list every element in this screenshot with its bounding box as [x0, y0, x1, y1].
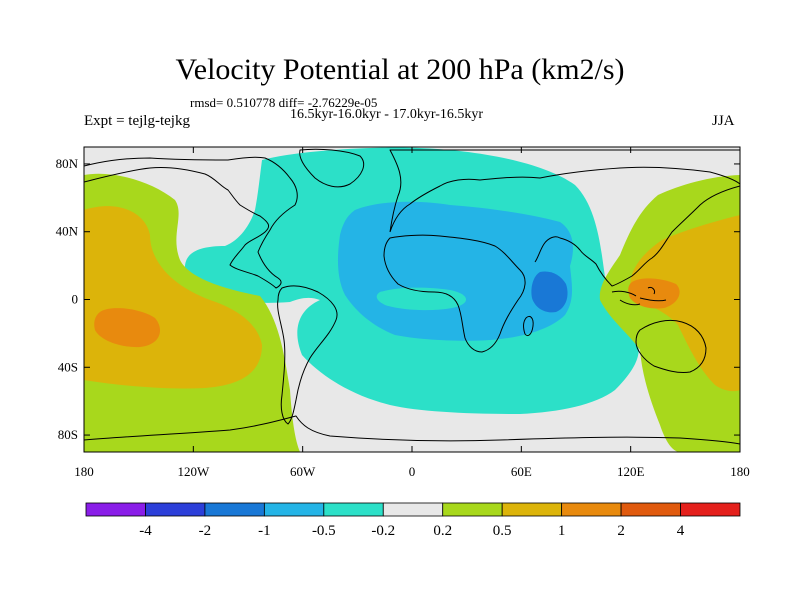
colorbar-swatch: [263, 502, 325, 517]
coast-greenland: [299, 148, 365, 188]
colorbar-swatch: [145, 502, 206, 517]
season-label: JJA: [712, 113, 735, 129]
colorbar-label: 2: [617, 523, 625, 539]
colorbar-label: 0.2: [433, 523, 452, 539]
stats-subtitle: rmsd= 0.510778 diff= -2.76229e-05: [190, 95, 378, 110]
colorbar-swatch: [204, 502, 265, 517]
colorbar-label: 1: [558, 523, 566, 539]
lat-tick-label: 40S: [58, 359, 78, 374]
colorbar-swatch: [382, 502, 444, 517]
coastlines: [84, 148, 740, 445]
colorbar-swatch: [561, 502, 622, 517]
lat-tick-label: 80N: [56, 156, 79, 171]
lon-tick-label: 180: [730, 464, 750, 479]
colorbar-label: 4: [677, 523, 685, 539]
lon-tick-label: 180: [74, 464, 94, 479]
lat-tick-label: 80S: [58, 427, 78, 442]
latitude-axis: 80N 40N 0 40S 80S: [56, 156, 740, 442]
period-subtitle: 16.5kyr-16.0kyr - 17.0kyr-16.5kyr: [290, 107, 484, 122]
colorbar-label: -1: [258, 523, 271, 539]
colorbar-label: -4: [139, 523, 152, 539]
colorbar-swatch: [680, 502, 741, 517]
coast-eurasia: [389, 149, 740, 233]
lat-tick-label: 0: [72, 292, 79, 307]
coast-madagascar: [523, 315, 534, 337]
map-title: Velocity Potential at 200 hPa (km2/s): [175, 53, 625, 86]
colorbar-label: -0.5: [312, 523, 336, 539]
lon-tick-label: 0: [409, 464, 416, 479]
lon-tick-label: 120E: [617, 464, 645, 479]
contour-fill: [84, 147, 740, 452]
coast-africa: [383, 234, 526, 353]
contour-neg-1: [531, 271, 568, 313]
colorbar-swatch: [501, 502, 563, 517]
lat-tick-label: 40N: [56, 224, 79, 239]
lon-tick-label: 60W: [290, 464, 316, 479]
coast-north-america: [84, 156, 298, 289]
coast-antarctica: [84, 415, 740, 445]
experiment-label: Expt = tejlg-tejkg: [84, 113, 190, 129]
colorbar-label: -0.2: [371, 523, 395, 539]
coast-east-asia: [534, 185, 740, 287]
longitude-axis: 180 120W 60W 0 60E 120E 180: [74, 147, 750, 479]
lon-tick-label: 120W: [177, 464, 210, 479]
coast-south-america: [277, 285, 338, 425]
colorbar: -4 -2 -1 -0.5 -0.2 0.2 0.5 1 2 4: [85, 502, 741, 539]
coast-australia: [635, 319, 707, 373]
colorbar-label: -2: [199, 523, 212, 539]
colorbar-swatch: [620, 502, 681, 517]
colorbar-swatch: [442, 502, 503, 517]
contour-pos-0.5-east: [630, 215, 740, 392]
colorbar-swatch: [85, 502, 146, 517]
contour-neg-0.5: [337, 201, 573, 341]
colorbar-label: 0.5: [493, 523, 512, 539]
lon-tick-label: 60E: [511, 464, 532, 479]
coast-maritime-continent: [611, 287, 667, 306]
contour-pos-1-west: [94, 308, 160, 348]
colorbar-swatch: [323, 502, 384, 517]
